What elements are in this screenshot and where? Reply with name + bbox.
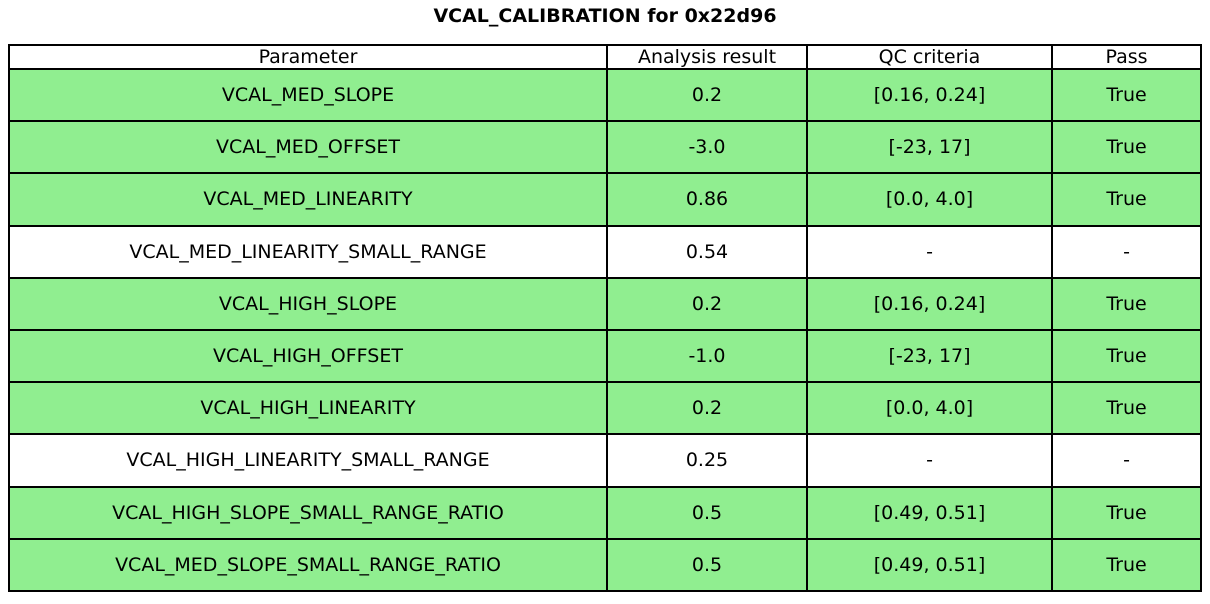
analysis-result-cell: 0.86 bbox=[606, 172, 808, 227]
pass-cell: - bbox=[1051, 224, 1202, 279]
table-row: VCAL_HIGH_LINEARITY 0.2 [0.0, 4.0] True bbox=[8, 381, 1202, 436]
chart-title: VCAL_CALIBRATION for 0x22d96 bbox=[433, 5, 777, 27]
column-header: QC criteria bbox=[806, 44, 1053, 70]
analysis-result-cell: 0.54 bbox=[606, 224, 808, 279]
parameter-cell: VCAL_HIGH_SLOPE_SMALL_RANGE_RATIO bbox=[8, 485, 608, 540]
table-row: VCAL_HIGH_OFFSET -1.0 [-23, 17] True bbox=[8, 328, 1202, 384]
table-row: VCAL_HIGH_SLOPE 0.2 [0.16, 0.24] True bbox=[8, 276, 1202, 331]
pass-cell: True bbox=[1051, 276, 1202, 331]
qc-criteria-cell: [0.49, 0.51] bbox=[806, 485, 1053, 540]
table-row: VCAL_MED_SLOPE_SMALL_RANGE_RATIO 0.5 [0.49… bbox=[8, 537, 1202, 593]
header-row: Parameter Analysis result QC criteria Pass bbox=[8, 44, 1202, 70]
analysis-result-cell: 0.5 bbox=[606, 537, 808, 593]
analysis-result-cell: 0.2 bbox=[606, 276, 808, 331]
qc-criteria-cell: [0.16, 0.24] bbox=[806, 276, 1053, 331]
qc-criteria-cell: [-23, 17] bbox=[806, 328, 1053, 384]
analysis-result-cell: 0.2 bbox=[606, 67, 808, 123]
table-row: VCAL_MED_LINEARITY_SMALL_RANGE 0.54- - bbox=[8, 224, 1202, 279]
pass-cell: True bbox=[1051, 120, 1202, 175]
parameter-cell: VCAL_MED_OFFSET bbox=[8, 120, 608, 175]
qc-criteria-cell: [0.0, 4.0] bbox=[806, 172, 1053, 227]
qc-criteria-cell: [0.49, 0.51] bbox=[806, 537, 1053, 593]
column-header: Parameter bbox=[8, 44, 608, 70]
qc-table: Parameter Analysis result QC criteria Pass … bbox=[8, 44, 1202, 593]
table-row: VCAL_MED_OFFSET -3.0 [-23, 17] True bbox=[8, 120, 1202, 175]
pass-cell: True bbox=[1051, 381, 1202, 436]
qc-criteria-cell: - bbox=[806, 433, 1053, 488]
qc-criteria-cell: [0.0, 4.0] bbox=[806, 381, 1053, 436]
pass-cell: True bbox=[1051, 328, 1202, 384]
parameter-cell: VCAL_MED_LINEARITY bbox=[8, 172, 608, 227]
analysis-result-cell: 0.25 bbox=[606, 433, 808, 488]
parameter-cell: VCAL_HIGH_SLOPE bbox=[8, 276, 608, 331]
qc-criteria-cell: [0.16, 0.24] bbox=[806, 67, 1053, 123]
qc-criteria-cell: - bbox=[806, 224, 1053, 279]
column-header: Pass bbox=[1051, 44, 1202, 70]
parameter-cell: VCAL_HIGH_LINEARITY bbox=[8, 381, 608, 436]
pass-cell: - bbox=[1051, 433, 1202, 488]
table-row: VCAL_HIGH_SLOPE_SMALL_RANGE_RATIO 0.5 [0.4… bbox=[8, 485, 1202, 540]
analysis-result-cell: -1.0 bbox=[606, 328, 808, 384]
parameter-cell: VCAL_MED_LINEARITY_SMALL_RANGE bbox=[8, 224, 608, 279]
analysis-result-cell: -3.0 bbox=[606, 120, 808, 175]
table-row: VCAL_HIGH_LINEARITY_SMALL_RANGE 0.25- - bbox=[8, 433, 1202, 488]
parameter-cell: VCAL_MED_SLOPE_SMALL_RANGE_RATIO bbox=[8, 537, 608, 593]
parameter-cell: VCAL_HIGH_LINEARITY_SMALL_RANGE bbox=[8, 433, 608, 488]
parameter-cell: VCAL_HIGH_OFFSET bbox=[8, 328, 608, 384]
table-header: Parameter Analysis result QC criteria Pass bbox=[8, 44, 1202, 70]
table-row: VCAL_MED_SLOPE 0.2 [0.16, 0.24] True bbox=[8, 67, 1202, 123]
pass-cell: True bbox=[1051, 172, 1202, 227]
qc-criteria-cell: [-23, 17] bbox=[806, 120, 1053, 175]
pass-cell: True bbox=[1051, 485, 1202, 540]
pass-cell: True bbox=[1051, 67, 1202, 123]
table-body: VCAL_MED_SLOPE 0.2 [0.16, 0.24] True VCAL_ME… bbox=[8, 67, 1202, 593]
parameter-cell: VCAL_MED_SLOPE bbox=[8, 67, 608, 123]
analysis-result-cell: 0.2 bbox=[606, 381, 808, 436]
table-row: VCAL_MED_LINEARITY 0.86 [0.0, 4.0] True bbox=[8, 172, 1202, 227]
column-header: Analysis result bbox=[606, 44, 808, 70]
pass-cell: True bbox=[1051, 537, 1202, 593]
analysis-result-cell: 0.5 bbox=[606, 485, 808, 540]
